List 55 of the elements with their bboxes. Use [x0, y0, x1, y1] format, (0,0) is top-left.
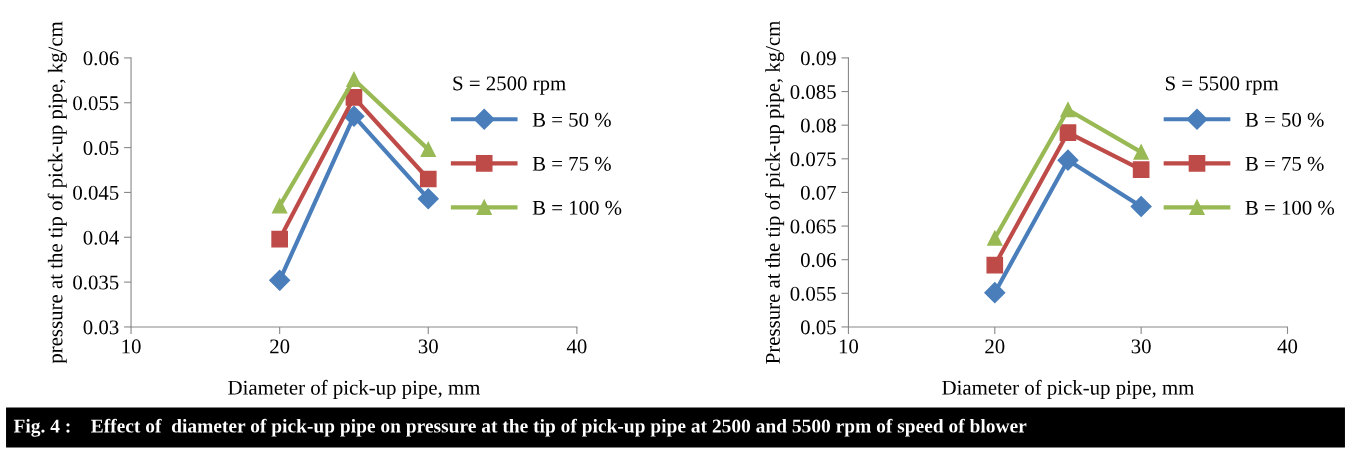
x-tick-label: 10: [122, 339, 141, 354]
legend-label: B = 50 %: [532, 112, 611, 127]
legend-label: B = 75 %: [532, 156, 611, 171]
y-tick-label: 0.065: [790, 219, 836, 234]
y-tick-label: 0.06: [83, 51, 119, 66]
point: [419, 170, 437, 188]
annotation: S = 2500 rpm: [453, 76, 566, 95]
y-tick-label: 0.09: [800, 51, 836, 66]
point: [343, 105, 365, 127]
point: [987, 230, 1003, 246]
caption: Fig. 4 : Effect of diameter of pick-up pipe on pressure at the tip of pick-up pipe at 2500 and 5500 rpm of speed of blower: [13, 418, 1027, 437]
y-tick-label: 0.07: [800, 185, 837, 200]
legend-label: B = 100 %: [532, 200, 622, 215]
legend-label: B = 75 %: [1245, 156, 1324, 171]
point: [1057, 149, 1079, 171]
point: [1060, 102, 1076, 118]
point: [1133, 144, 1149, 160]
y-tick-label: 0.05: [800, 320, 836, 335]
point: [346, 71, 362, 88]
x-axis-title: Diameter of pick-up pipe, mm: [942, 379, 1195, 399]
point: [986, 256, 1004, 274]
annotation: S = 5500 rpm: [1165, 76, 1279, 95]
point: [269, 269, 291, 291]
point: [984, 282, 1006, 304]
x-tick-label: 20: [985, 339, 1005, 354]
x-tick-label: 10: [839, 339, 859, 354]
x-tick-label: 40: [1277, 339, 1298, 354]
y-tick-label: 0.05: [83, 140, 119, 156]
x-tick-label: 40: [566, 339, 587, 354]
point: [417, 188, 439, 210]
y-tick-label: 0.085: [790, 84, 836, 100]
point: [420, 141, 436, 158]
y-tick-label: 0.03: [83, 320, 119, 335]
point: [1132, 161, 1150, 178]
legend-label: B = 50 %: [1245, 112, 1324, 127]
y-axis-title: pressure at the tip of pick-up pipe, kg/cm: [47, 21, 67, 364]
y-tick-label: 0.06: [800, 253, 836, 268]
point: [345, 89, 363, 106]
y-tick-label: 0.08: [800, 118, 836, 133]
y-tick-label: 0.045: [73, 185, 119, 200]
point: [1130, 196, 1152, 218]
legend-label: B = 100 %: [1245, 200, 1335, 215]
y-tick-label: 0.075: [790, 152, 836, 167]
y-axis-title: Pressure at the tip of pick-up pipe, kg/cm: [765, 20, 785, 364]
y-tick-label: 0.035: [73, 275, 119, 290]
y-tick-label: 0.04: [83, 230, 119, 245]
x-tick-label: 30: [418, 339, 438, 354]
x-tick-label: 20: [270, 339, 290, 354]
x-tick-label: 30: [1131, 339, 1151, 354]
point: [271, 230, 288, 248]
point: [1059, 124, 1077, 141]
x-axis-title: Diameter of pick-up pipe, mm: [228, 379, 481, 399]
point: [272, 198, 288, 214]
y-tick-label: 0.055: [73, 96, 119, 111]
y-tick-label: 0.055: [790, 286, 836, 301]
